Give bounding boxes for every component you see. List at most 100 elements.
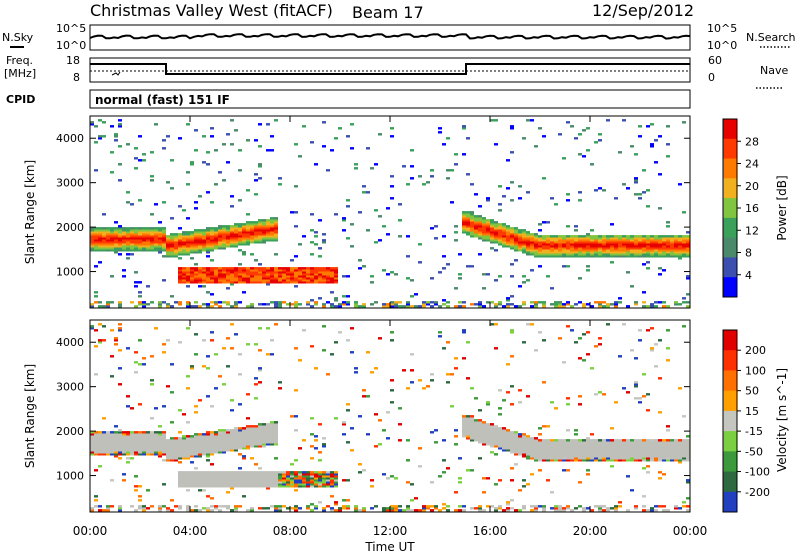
power-cell	[230, 231, 234, 234]
power-cell	[546, 255, 550, 258]
power-cell	[638, 193, 642, 196]
velocity-cell	[202, 479, 206, 482]
velocity-cell	[250, 427, 254, 430]
velocity-cell	[126, 437, 130, 440]
velocity-cell	[266, 475, 270, 478]
velocity-cell	[106, 437, 110, 440]
power-cell	[94, 295, 98, 298]
velocity-cell	[638, 443, 642, 446]
velocity-cell	[670, 447, 674, 450]
velocity-cell	[686, 479, 690, 482]
velocity-cell	[266, 471, 270, 474]
power-cell	[114, 233, 118, 236]
velocity-cell	[254, 475, 258, 478]
power-cell	[354, 163, 358, 166]
velocity-cell	[254, 437, 258, 440]
power-cell	[318, 269, 322, 272]
power-cell	[214, 241, 218, 244]
power-cell	[478, 233, 482, 236]
power-cell	[346, 275, 350, 278]
velocity-cell	[666, 509, 670, 512]
velocity-cell	[526, 435, 530, 438]
velocity-cell	[594, 441, 598, 444]
colorbar-swatch	[723, 390, 737, 412]
power-cell	[638, 245, 642, 248]
velocity-cell	[166, 453, 170, 456]
power-cell	[594, 301, 598, 304]
velocity-cell	[494, 439, 498, 442]
velocity-cell	[650, 509, 654, 512]
power-cell	[262, 241, 266, 244]
velocity-cell	[626, 455, 630, 458]
velocity-cell	[542, 509, 546, 512]
power-cell	[570, 125, 574, 128]
power-cell	[306, 271, 310, 274]
velocity-cell	[346, 403, 350, 406]
power-cell	[238, 237, 242, 240]
velocity-cell	[166, 451, 170, 454]
power-cell	[502, 233, 506, 236]
velocity-cell	[430, 431, 434, 434]
velocity-cell	[518, 439, 522, 442]
power-cell	[498, 233, 502, 236]
velocity-cell	[458, 457, 462, 460]
velocity-cell	[582, 459, 586, 462]
power-cell	[322, 145, 326, 148]
velocity-cell	[258, 431, 262, 434]
power-cell	[490, 219, 494, 222]
power-cell	[534, 145, 538, 148]
velocity-cell	[182, 443, 186, 446]
velocity-cell	[206, 455, 210, 458]
velocity-cell	[674, 439, 678, 442]
velocity-cell	[94, 447, 98, 450]
power-cell	[626, 245, 630, 248]
velocity-cell	[374, 413, 378, 416]
velocity-cell	[222, 441, 226, 444]
velocity-cell	[682, 415, 686, 418]
power-cell	[330, 149, 334, 152]
velocity-cell	[658, 453, 662, 456]
power-cell	[674, 237, 678, 240]
velocity-cell	[518, 509, 522, 512]
velocity-cell	[286, 485, 290, 488]
x-tick-label: 04:00	[173, 524, 208, 538]
velocity-cell	[318, 473, 322, 476]
power-cell	[274, 303, 278, 306]
velocity-cell	[614, 505, 618, 508]
power-cell	[522, 231, 526, 234]
power-cell	[566, 253, 570, 256]
power-cell	[98, 137, 102, 140]
power-cell	[578, 301, 582, 304]
velocity-cell	[490, 435, 494, 438]
velocity-cell	[218, 485, 222, 488]
power-cell	[490, 221, 494, 224]
power-cell	[542, 241, 546, 244]
power-cell	[98, 243, 102, 246]
power-cell	[494, 143, 498, 146]
velocity-cell	[494, 507, 498, 510]
power-cell	[218, 301, 222, 304]
power-cell	[190, 239, 194, 242]
velocity-cell	[382, 509, 386, 512]
power-cell	[298, 277, 302, 280]
velocity-cell	[242, 471, 246, 474]
power-cell	[174, 301, 178, 304]
power-cell	[462, 305, 466, 308]
power-cell	[662, 301, 666, 304]
velocity-cell	[674, 451, 678, 454]
velocity-cell	[226, 471, 230, 474]
velocity-cell	[214, 387, 218, 390]
power-cell	[238, 149, 242, 152]
power-cell	[602, 245, 606, 248]
power-cell	[118, 241, 122, 244]
power-cell	[574, 229, 578, 232]
power-cell	[266, 303, 270, 306]
velocity-cell	[346, 505, 350, 508]
velocity-cell	[638, 459, 642, 462]
power-cell	[674, 241, 678, 244]
velocity-cell	[602, 509, 606, 512]
velocity-cell	[238, 435, 242, 438]
velocity-cell	[106, 441, 110, 444]
power-cell	[490, 241, 494, 244]
power-cell	[342, 229, 346, 232]
